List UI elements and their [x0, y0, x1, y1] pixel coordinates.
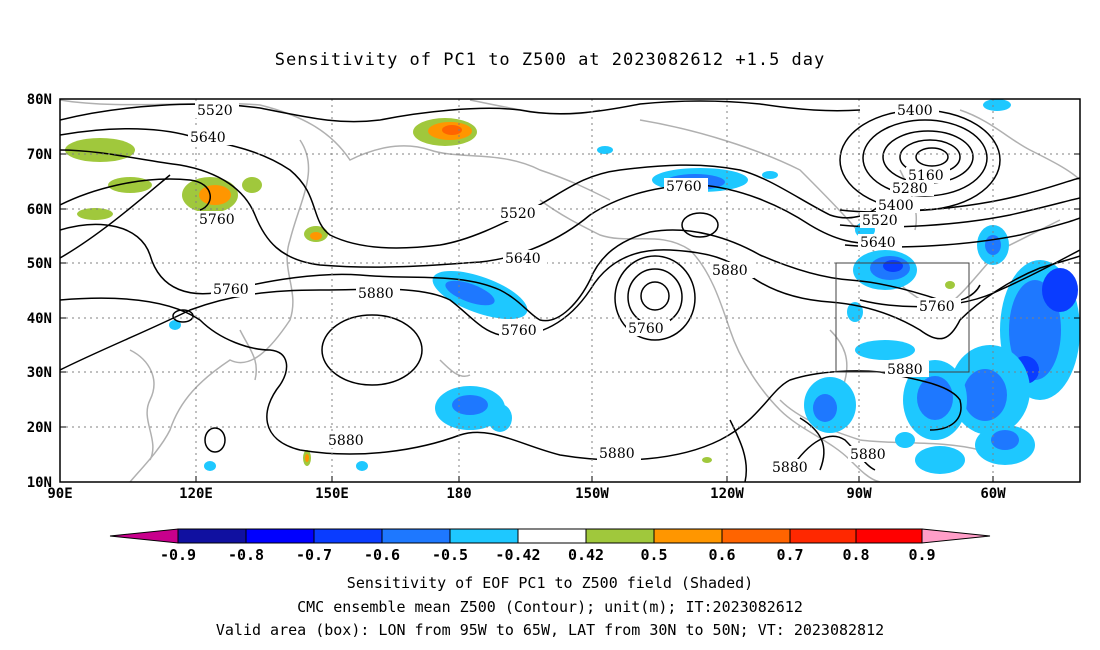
contour-label: 5520 [195, 102, 239, 119]
caption-line-3: Valid area (box): LON from 95W to 65W, L… [215, 621, 885, 639]
lat-label: 40N [27, 311, 52, 327]
contour-label: 5760 [626, 320, 670, 337]
svg-text:5880: 5880 [599, 446, 635, 462]
svg-text:5640: 5640 [860, 235, 896, 251]
colorbar-label: 0.6 [708, 546, 735, 564]
z500-contours [60, 100, 1080, 482]
colorbar-label: -0.6 [364, 546, 400, 564]
colorbar-label: -0.42 [495, 546, 540, 564]
lon-label: 150W [575, 486, 609, 502]
colorbar-labels: -0.9 -0.8 -0.7 -0.6 -0.5 -0.42 0.42 0.5 … [160, 546, 936, 564]
svg-text:5400: 5400 [878, 198, 914, 214]
svg-text:5760: 5760 [666, 179, 702, 195]
latitude-labels: 80N 70N 60N 50N 40N 30N 20N 10N [27, 92, 52, 491]
contour-label: 5760 [197, 211, 241, 228]
colorbar-label: -0.5 [432, 546, 468, 564]
svg-text:5880: 5880 [887, 362, 923, 378]
map-title: Sensitivity of PC1 to Z500 at 2023082612… [274, 50, 826, 70]
svg-text:5760: 5760 [213, 282, 249, 298]
contour-label: 5520 [498, 205, 542, 222]
svg-text:5880: 5880 [850, 447, 886, 463]
contour-label: 5400 [895, 102, 939, 119]
svg-text:5520: 5520 [197, 103, 233, 119]
svg-text:5280: 5280 [892, 181, 928, 197]
lon-label: 120E [179, 486, 213, 502]
lat-label: 60N [27, 202, 52, 218]
contour-label: 5880 [710, 262, 754, 279]
colorbar-label: 0.8 [842, 546, 869, 564]
lat-label: 30N [27, 365, 52, 381]
lon-label: 180 [446, 486, 471, 502]
colorbar [109, 528, 991, 544]
contour-label: 5640 [858, 234, 902, 251]
svg-text:5520: 5520 [862, 213, 898, 229]
svg-text:5880: 5880 [772, 460, 808, 476]
svg-text:5640: 5640 [190, 130, 226, 146]
svg-text:5880: 5880 [358, 286, 394, 302]
contour-label: 5640 [188, 129, 232, 146]
lat-label: 10N [27, 475, 52, 491]
longitude-labels: 90E 120E 150E 180 150W 120W 90W 60W [47, 486, 1006, 502]
svg-text:5880: 5880 [328, 433, 364, 449]
axis-ticks [60, 98, 1080, 483]
contour-label: 5640 [503, 250, 547, 267]
contour-label: 5880 [885, 361, 929, 378]
colorbar-label: -0.8 [228, 546, 264, 564]
svg-text:5760: 5760 [501, 323, 537, 339]
contour-label: 5760 [664, 178, 708, 195]
contour-labels: 5520 5640 5760 5520 5640 5760 5880 5760 … [188, 102, 961, 476]
lon-label: 90W [846, 486, 872, 502]
map-border [59, 98, 1081, 483]
svg-text:5760: 5760 [199, 212, 235, 228]
contour-label: 5880 [770, 459, 814, 476]
colorbar-label: 0.5 [640, 546, 667, 564]
lat-label: 50N [27, 256, 52, 272]
lat-label: 70N [27, 147, 52, 163]
lat-label: 80N [27, 92, 52, 108]
svg-text:5520: 5520 [500, 206, 536, 222]
colorbar-label: 0.42 [568, 546, 604, 564]
caption-line-2: CMC ensemble mean Z500 (Contour); unit(m… [297, 598, 803, 616]
contour-label: 5880 [356, 285, 400, 302]
lon-label: 120W [710, 486, 744, 502]
colorbar-label: -0.7 [296, 546, 332, 564]
svg-text:5760: 5760 [628, 321, 664, 337]
svg-text:5640: 5640 [505, 251, 541, 267]
contour-label: 5520 [860, 212, 904, 229]
lon-label: 150E [315, 486, 349, 502]
contour-label: 5760 [917, 298, 961, 315]
graticule [60, 99, 1080, 482]
contour-label: 5880 [848, 446, 892, 463]
svg-text:5400: 5400 [897, 103, 933, 119]
contour-label: 5760 [211, 281, 255, 298]
contour-label: 5280 [890, 180, 934, 197]
lon-label: 60W [980, 486, 1006, 502]
contour-label: 5880 [326, 432, 370, 449]
colorbar-left-arrow [109, 528, 179, 544]
lon-label: 90E [47, 486, 72, 502]
svg-text:5760: 5760 [919, 299, 955, 315]
lat-label: 20N [27, 420, 52, 436]
colorbar-right-arrow [921, 528, 991, 544]
contour-label: 5880 [597, 445, 641, 462]
caption-line-1: Sensitivity of EOF PC1 to Z500 field (Sh… [346, 574, 754, 592]
contour-label: 5760 [499, 322, 543, 339]
contour-label: 5400 [876, 197, 920, 214]
colorbar-label: 0.9 [908, 546, 935, 564]
svg-text:5880: 5880 [712, 263, 748, 279]
colorbar-label: -0.9 [160, 546, 196, 564]
colorbar-label: 0.7 [776, 546, 803, 564]
